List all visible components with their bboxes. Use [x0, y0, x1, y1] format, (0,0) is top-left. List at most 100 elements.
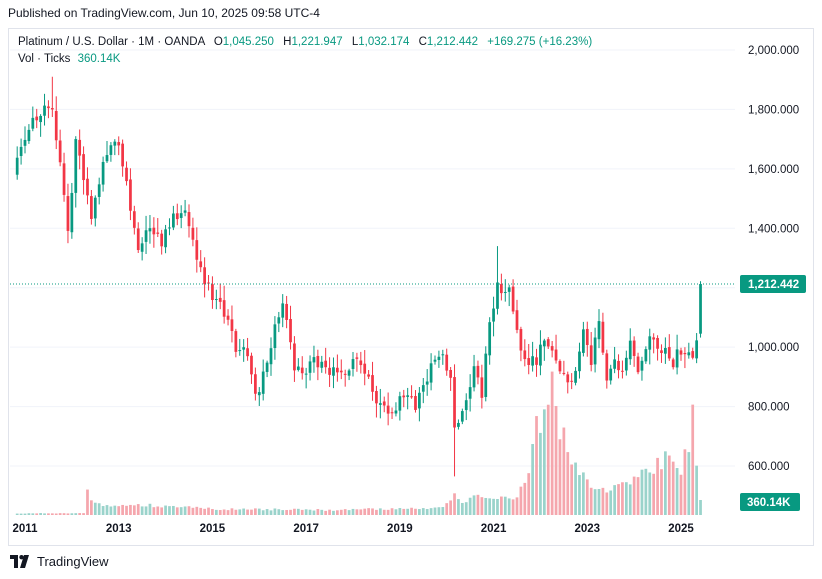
candle-body — [144, 230, 148, 242]
candle-body — [226, 315, 230, 320]
volume-bar — [93, 502, 97, 515]
volume-bar — [250, 509, 253, 515]
candle-body — [402, 395, 406, 398]
volume-bar — [62, 513, 66, 515]
candle-body — [507, 287, 511, 292]
volume-bar — [296, 508, 300, 515]
candle-body — [343, 373, 347, 375]
volume-bar — [332, 510, 335, 515]
time-tick-label: 2017 — [293, 523, 319, 535]
candle-body — [125, 167, 128, 182]
volume-bar — [339, 509, 343, 515]
volume-bar — [70, 513, 74, 515]
volume-bar — [515, 497, 519, 515]
volume-bar — [414, 508, 417, 515]
candle-body — [660, 350, 663, 354]
volume-bar — [609, 490, 613, 515]
volume-bar — [148, 503, 152, 515]
high-label: H — [283, 36, 292, 48]
volume-bar — [562, 427, 566, 515]
candle-body — [671, 359, 675, 368]
volume-value: 360.14K — [77, 53, 121, 65]
candle-body — [675, 349, 679, 368]
candle-body — [624, 357, 628, 371]
volume-bar — [285, 509, 288, 515]
candle-body — [261, 371, 265, 394]
volume-bar — [496, 499, 499, 515]
candle-body — [336, 367, 339, 373]
volume-bar — [230, 508, 234, 515]
volume-bar — [437, 507, 441, 515]
volume-bar — [363, 508, 367, 515]
candle-body — [355, 357, 359, 359]
volume-bar — [300, 509, 304, 515]
volume-bar — [652, 473, 656, 515]
candle-body — [234, 331, 238, 352]
volume-bar — [589, 487, 593, 515]
candle-body — [636, 356, 640, 373]
candle-body — [386, 405, 390, 414]
volume-bar — [402, 508, 406, 515]
price-tick-label: 1,600.000 — [748, 164, 799, 176]
candle-body — [66, 196, 70, 231]
volume-bar — [39, 513, 42, 515]
footer-brand[interactable]: TradingView — [10, 554, 109, 569]
volume-bar — [136, 504, 140, 515]
last-price-label: 1,212.442 — [748, 279, 799, 291]
candle-body — [480, 377, 484, 398]
candle-body — [468, 387, 472, 399]
volume-bar — [43, 513, 46, 515]
volume-bar — [351, 508, 355, 515]
volume-bar — [480, 497, 484, 515]
low-value: 1,032.174 — [358, 36, 410, 48]
candle-body — [367, 374, 370, 377]
candle-body — [172, 213, 175, 228]
volume-bar — [179, 507, 183, 515]
candle-body — [316, 355, 320, 368]
candle-body — [445, 354, 449, 371]
time-axis: 2011 2013 2015 2017 2019 2021 2023 2025 — [13, 523, 695, 535]
volume-bar — [558, 439, 562, 515]
volume-bar — [507, 498, 511, 515]
volume-bar — [585, 479, 589, 515]
candle-body — [164, 229, 167, 248]
candle-body — [74, 139, 78, 193]
volume-bar — [390, 508, 394, 515]
candle-body — [277, 317, 281, 324]
volume-bar — [355, 509, 359, 515]
candle-body — [62, 163, 66, 195]
close-label: C — [418, 36, 427, 48]
candle-body — [519, 329, 523, 351]
candle-body — [47, 106, 50, 109]
candle-body — [437, 356, 441, 361]
volume-bar — [593, 489, 597, 515]
volume-bar — [695, 465, 698, 515]
volume-bar — [519, 486, 523, 515]
volume-bar — [160, 507, 164, 515]
candle-body — [113, 141, 117, 146]
candle-body — [648, 336, 652, 350]
volume-bar — [683, 449, 687, 515]
candle-body — [97, 184, 101, 197]
volume-bar — [378, 508, 382, 515]
candle-body — [394, 410, 398, 414]
last-price-badge: 1,212.442 — [740, 275, 806, 294]
candle-body — [179, 213, 183, 218]
candle-body — [484, 353, 488, 397]
candle-body — [156, 232, 160, 234]
candle-body — [570, 380, 574, 382]
volume-bar — [648, 472, 652, 515]
candle-body — [531, 356, 534, 366]
volume-bar — [359, 509, 363, 515]
candle-body — [191, 227, 195, 240]
candle-body — [558, 361, 562, 372]
volume-bar — [617, 484, 620, 515]
volume-bar — [27, 513, 31, 515]
volume-bar — [191, 507, 195, 515]
candle-body — [211, 284, 214, 301]
volume-bar — [308, 509, 312, 515]
volume-bar — [242, 508, 246, 515]
candle-body — [582, 329, 585, 353]
volume-bar — [222, 509, 226, 515]
